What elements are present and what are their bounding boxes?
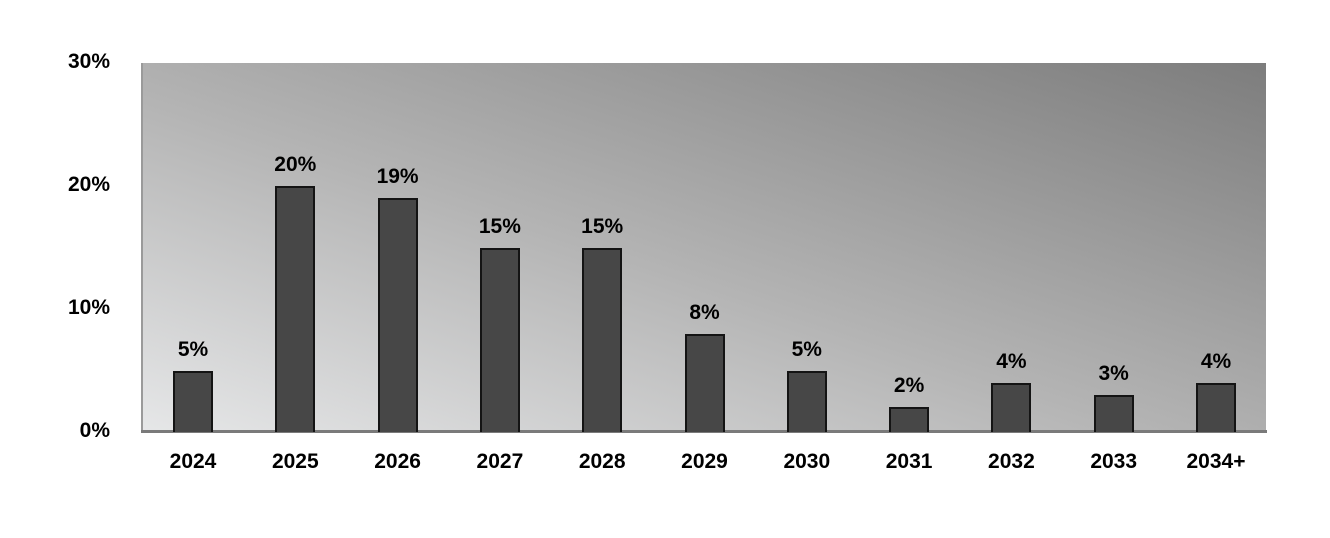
bar-value-label: 3% (1098, 362, 1129, 386)
bar-value-label: 8% (689, 300, 720, 324)
x-tick-label: 2029 (681, 450, 728, 473)
bar-value-label: 15% (581, 214, 624, 238)
bar (991, 382, 1032, 432)
x-tick-label: 2033 (1090, 450, 1138, 473)
x-tick-label: 2031 (885, 450, 933, 473)
bar (1093, 395, 1134, 432)
bar (889, 407, 930, 432)
x-tick-label: 2027 (476, 450, 524, 473)
bar-value-label: 4% (1200, 349, 1232, 373)
bar (1196, 382, 1236, 432)
y-tick-label: 0% (79, 419, 110, 442)
bar (582, 247, 623, 432)
x-tick-label: 2025 (271, 450, 319, 473)
x-tick-label: 2030 (783, 450, 831, 473)
bar-value-label: 19% (376, 165, 419, 189)
x-tick-label: 2034+ (1186, 450, 1246, 473)
bar-value-label: 4% (996, 349, 1027, 373)
y-tick-label: 20% (67, 173, 110, 196)
bar (479, 247, 520, 432)
x-tick-label: 2032 (988, 450, 1035, 473)
bar (786, 370, 827, 432)
bar (377, 198, 418, 432)
x-tick-label: 2028 (578, 450, 626, 473)
bar-value-label: 2% (893, 374, 925, 398)
y-tick-label: 30% (67, 50, 110, 73)
x-tick-label: 2024 (169, 450, 217, 473)
bar-value-label: 5% (177, 337, 209, 361)
bar (275, 186, 316, 432)
x-tick-label: 2026 (374, 450, 421, 473)
bar-value-label: 15% (478, 214, 521, 238)
bar-value-label: 20% (274, 153, 317, 176)
bar-value-label: 5% (791, 337, 822, 361)
bar (173, 370, 213, 432)
bar (684, 333, 725, 432)
y-tick-label: 10% (67, 296, 110, 319)
